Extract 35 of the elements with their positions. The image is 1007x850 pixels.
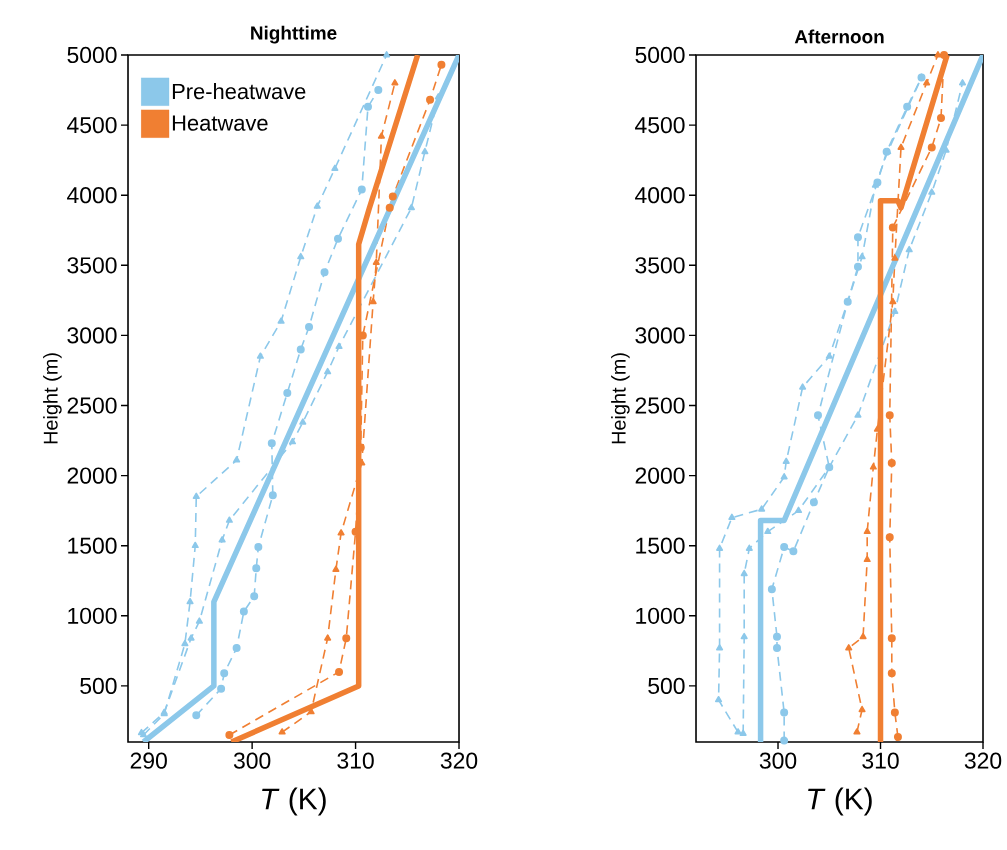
- y-tick-label: 2500: [635, 397, 685, 414]
- y-tick-label: 5000: [635, 46, 685, 64]
- x-tick-label: 300: [233, 752, 271, 769]
- x-tick-label: 320: [440, 752, 478, 769]
- y-tick-label: 500: [80, 677, 117, 695]
- y-tick-label: 4500: [635, 116, 685, 134]
- y-tick-label: 1000: [636, 607, 685, 624]
- y-tick-label: 1000: [68, 607, 117, 624]
- y-tick-label: 3000: [635, 327, 685, 344]
- y-tick-label: 5000: [67, 46, 117, 64]
- chart-title: Afternoon: [794, 29, 884, 44]
- x-axis-title: T (K): [262, 787, 326, 816]
- y-tick-label: 500: [648, 677, 685, 695]
- y-axis-title: Height (m): [43, 353, 62, 444]
- x-tick-label: 320: [964, 752, 1002, 769]
- y-axis-title: Height (m): [611, 353, 630, 444]
- legend-label: Heatwave: [172, 115, 268, 131]
- y-tick-label: 2000: [67, 467, 117, 484]
- legend-label: Pre-heatwave: [172, 83, 306, 100]
- x-tick-label: 310: [862, 752, 899, 769]
- y-tick-label: 4000: [635, 187, 685, 204]
- y-tick-label: 4000: [67, 187, 117, 204]
- y-tick-label: 1500: [68, 537, 117, 554]
- y-tick-label: 2000: [635, 467, 685, 484]
- x-tick-label: 310: [337, 752, 374, 769]
- y-tick-label: 1500: [636, 537, 685, 554]
- x-tick-label: 300: [759, 752, 797, 769]
- chart-title: Nighttime: [251, 25, 337, 44]
- y-tick-label: 2500: [67, 397, 117, 414]
- y-tick-label: 3500: [635, 257, 685, 274]
- x-axis-title: T (K): [808, 787, 872, 816]
- y-tick-label: 3000: [67, 327, 117, 344]
- y-tick-label: 4500: [67, 116, 117, 134]
- x-tick-label: 290: [130, 752, 167, 769]
- y-tick-label: 3500: [67, 257, 117, 274]
